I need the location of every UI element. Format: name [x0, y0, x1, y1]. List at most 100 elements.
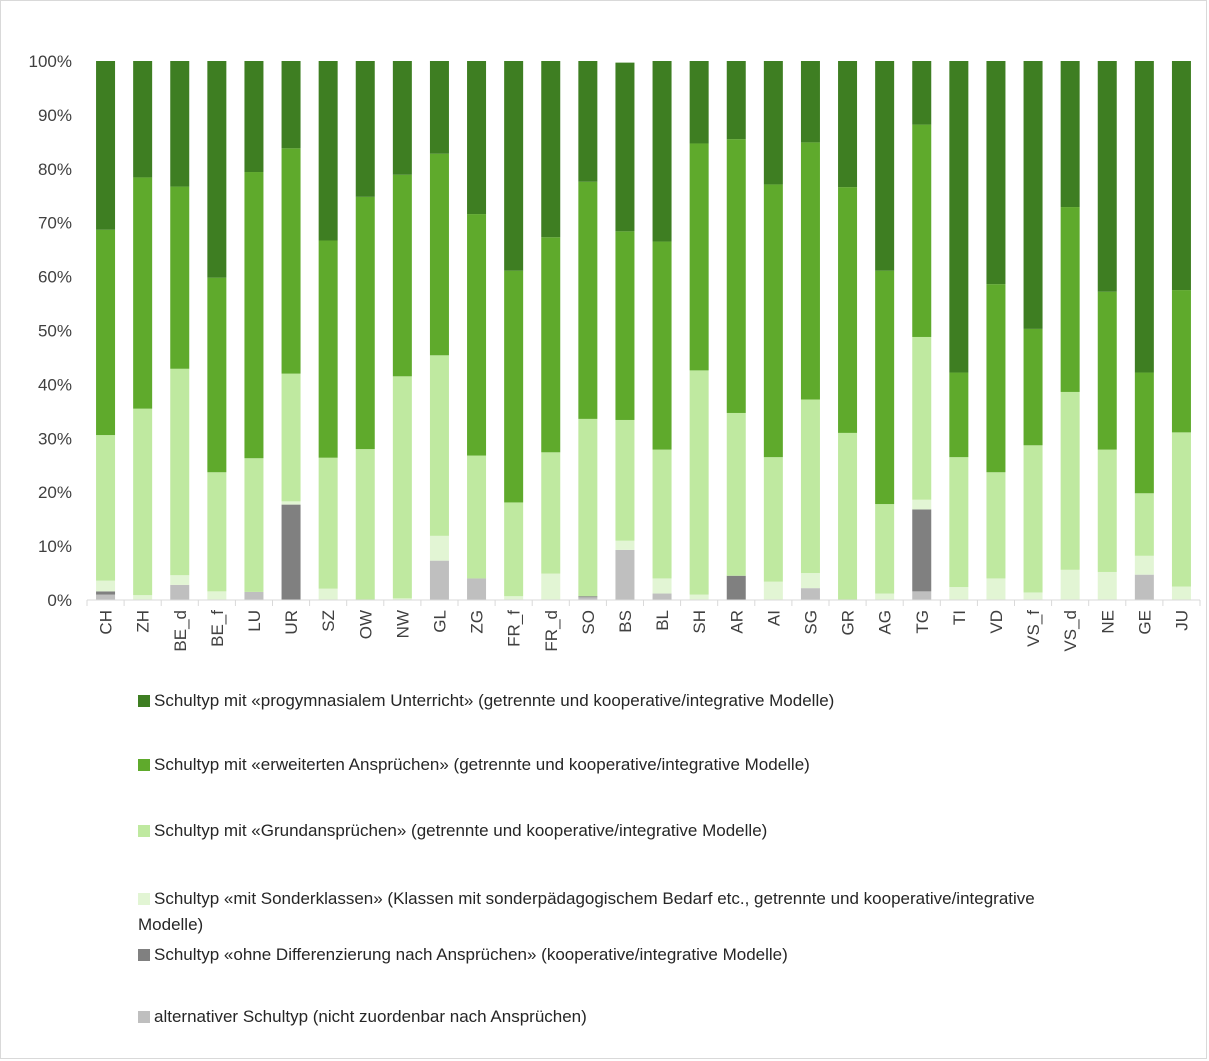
- legend-item-grundanspruch: Schultyp mit «Grundansprüchen» (getrennt…: [138, 818, 1098, 844]
- bar-segment: [541, 237, 561, 453]
- x-tick-label: NE: [1098, 610, 1117, 634]
- bar-segment: [912, 124, 932, 337]
- x-tick-label: BS: [616, 610, 635, 633]
- bar-segment: [615, 231, 635, 420]
- x-tick-label: ZH: [134, 610, 153, 633]
- bar-segment: [1097, 449, 1117, 572]
- bar-segment: [652, 449, 672, 579]
- bar-segment: [541, 452, 561, 574]
- bar-segment: [467, 61, 487, 215]
- x-tick-label: BE_f: [208, 610, 227, 647]
- bar-segment: [986, 472, 1006, 579]
- bar-segment: [96, 229, 116, 436]
- bar-segment: [726, 412, 746, 576]
- bar-segment: [281, 61, 301, 149]
- bar-segment: [615, 540, 635, 550]
- x-tick-label: VD: [987, 610, 1006, 634]
- bar-segment: [1134, 555, 1154, 575]
- bar-segment: [541, 573, 561, 600]
- bar-segment: [875, 61, 895, 271]
- bar-segment: [689, 61, 709, 144]
- bar-segment: [96, 580, 116, 592]
- x-tick-label: GR: [839, 610, 858, 636]
- bars: [96, 61, 1191, 600]
- x-tick-label: CH: [97, 610, 116, 635]
- bar-segment: [429, 153, 449, 356]
- bar-segment: [1134, 574, 1154, 600]
- bar-segment: [1097, 571, 1117, 600]
- bar-segment: [1171, 290, 1191, 433]
- bar-segment: [244, 61, 264, 173]
- bar-segment: [1023, 61, 1043, 329]
- legend-label: Schultyp mit «erweiterten Ansprüchen» (g…: [154, 755, 810, 774]
- bar-segment: [763, 184, 783, 458]
- legend-item-progymnasial: Schultyp mit «progymnasialem Unterricht»…: [138, 688, 1098, 714]
- bar-segment: [949, 587, 969, 600]
- bar-segment: [355, 449, 375, 600]
- bar-segment: [578, 61, 598, 182]
- bar-segment: [244, 458, 264, 592]
- bar-segment: [429, 560, 449, 600]
- bar-segment: [1171, 432, 1191, 587]
- x-tick-label: SG: [801, 610, 820, 635]
- bar-segment: [244, 172, 264, 459]
- bar-segment: [689, 143, 709, 371]
- bar-segment: [355, 61, 375, 197]
- bar-segment: [726, 61, 746, 140]
- x-tick-label: AR: [727, 610, 746, 634]
- x-tick-label: FR_f: [505, 610, 524, 647]
- bar-segment: [244, 591, 264, 600]
- y-tick-label: 40%: [38, 375, 72, 394]
- bar-segment: [1060, 207, 1080, 392]
- bar-segment: [689, 370, 709, 595]
- bar-segment: [949, 372, 969, 458]
- bar-segment: [1134, 372, 1154, 494]
- bar-segment: [207, 472, 227, 592]
- bar-segment: [912, 499, 932, 510]
- bar-segment: [800, 61, 820, 143]
- bar-segment: [578, 181, 598, 419]
- y-tick-label: 70%: [38, 214, 72, 233]
- x-tick-label: SH: [690, 610, 709, 634]
- bar-segment: [392, 598, 412, 600]
- bar-segment: [949, 61, 969, 373]
- x-tick-label: SZ: [319, 610, 338, 632]
- y-tick-label: 100%: [29, 52, 72, 71]
- legend-item-sonderklassen: Schultyp «mit Sonderklassen» (Klassen mi…: [138, 886, 1098, 938]
- y-tick-label: 50%: [38, 322, 72, 341]
- bar-segment: [504, 61, 524, 271]
- bar-segment: [318, 61, 338, 241]
- bar-segment: [170, 584, 190, 600]
- bar-segment: [800, 588, 820, 600]
- x-tick-label: BE_d: [171, 610, 190, 652]
- bar-segment: [1060, 61, 1080, 208]
- legend-label: Schultyp «ohne Differenzierung nach Ansp…: [154, 945, 788, 964]
- stacked-bar-chart: 0% 10% 20% 30% 40% 50% 60% 70% 80% 90% 100% CH ZH BE…: [29, 52, 1201, 652]
- x-tick-label: GE: [1135, 610, 1154, 635]
- x-tick-label: SO: [579, 610, 598, 635]
- bar-segment: [1060, 391, 1080, 570]
- bar-segment: [133, 595, 153, 600]
- x-tick-label: LU: [245, 610, 264, 632]
- legend-item-erweitert: Schultyp mit «erweiterten Ansprüchen» (g…: [138, 752, 1098, 778]
- bar-segment: [207, 277, 227, 473]
- legend-swatch: [138, 949, 150, 961]
- bar-segment: [170, 575, 190, 585]
- x-tick-label: TG: [913, 610, 932, 634]
- x-tick-label: BL: [653, 610, 672, 631]
- bar-segment: [392, 61, 412, 175]
- bar-segment: [281, 504, 301, 600]
- bar-segment: [504, 270, 524, 503]
- bar-segment: [763, 457, 783, 582]
- x-tick-label: NW: [393, 610, 412, 638]
- bar-segment: [504, 596, 524, 600]
- bar-segment: [800, 142, 820, 400]
- bar-segment: [429, 535, 449, 561]
- legend-label: alternativer Schultyp (nicht zuordenbar …: [154, 1007, 587, 1026]
- y-tick-label: 10%: [38, 537, 72, 556]
- bar-segment: [133, 61, 153, 178]
- bar-segment: [429, 355, 449, 536]
- bar-segment: [1023, 328, 1043, 446]
- x-tick-label: OW: [356, 610, 375, 639]
- x-tick-label: TI: [950, 610, 969, 625]
